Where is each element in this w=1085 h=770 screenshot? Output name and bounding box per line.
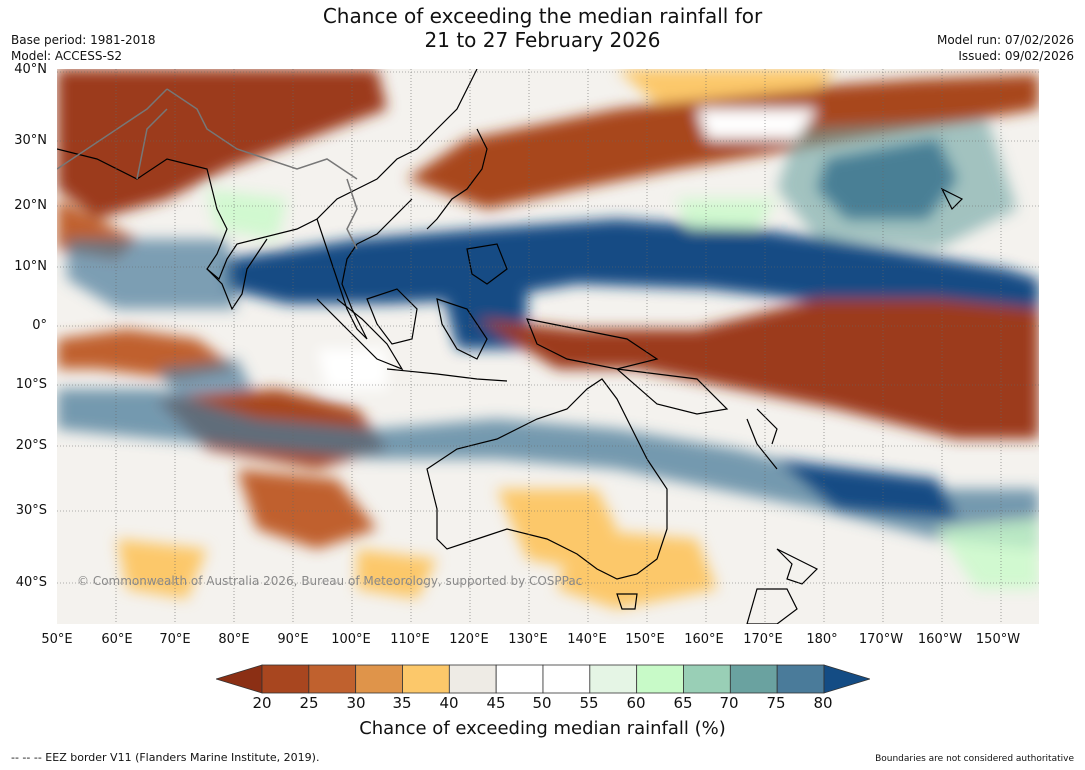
lat-label: 20°S — [15, 438, 47, 453]
lat-label: 0° — [32, 318, 47, 333]
colorbar-cell — [636, 664, 684, 694]
lat-label: 30°S — [15, 503, 47, 518]
colorbar-tick: 45 — [486, 694, 506, 712]
lon-label: 160°E — [684, 632, 724, 647]
lon-label: 100°E — [331, 632, 371, 647]
rainfall-map — [57, 69, 1039, 624]
map-title: Chance of exceeding the median rainfall … — [0, 4, 1085, 52]
colorbar-tick: 35 — [392, 694, 412, 712]
colorbar-cell — [589, 664, 638, 694]
lon-label: 140°E — [567, 632, 607, 647]
lat-label: 30°N — [14, 133, 47, 148]
base-period: Base period: 1981-2018 — [11, 33, 156, 47]
lon-label: 120°E — [449, 632, 489, 647]
eez-border-note: -- -- -- EEZ border V11 (Flanders Marine… — [11, 751, 320, 764]
title-line-2: 21 to 27 February 2026 — [424, 28, 661, 52]
model-name: Model: ACCESS-S2 — [11, 49, 123, 63]
lon-label: 150°W — [975, 632, 1021, 647]
issued-date: Issued: 09/02/2026 — [958, 49, 1074, 63]
lat-label: 20°N — [14, 198, 47, 213]
colorbar-cell — [776, 664, 825, 694]
lon-label: 170°E — [743, 632, 783, 647]
colorbar-cell — [261, 664, 310, 694]
lon-label: 170°W — [858, 632, 904, 647]
colorbar-tick: 40 — [439, 694, 459, 712]
model-info: Base period: 1981-2018 Model: ACCESS-S2 — [11, 32, 156, 64]
boundary-disclaimer: Boundaries are not considered authoritat… — [875, 754, 1074, 764]
probability-field — [57, 69, 1039, 609]
lon-label: 90°E — [277, 632, 309, 647]
colorbar-tick: 25 — [299, 694, 319, 712]
lat-label: 40°N — [14, 62, 47, 77]
colorbar — [216, 664, 870, 694]
colorbar-tick: 50 — [532, 694, 552, 712]
copyright-notice: © Commonwealth of Australia 2026, Bureau… — [77, 574, 583, 588]
run-info: Model run: 07/02/2026 Issued: 09/02/2026 — [937, 32, 1074, 64]
colorbar-cell — [355, 664, 403, 694]
colorbar-cell — [683, 664, 731, 694]
colorbar-tick: 70 — [719, 694, 739, 712]
lon-label: 150°E — [625, 632, 665, 647]
lon-label: 80°E — [218, 632, 250, 647]
graticule — [57, 69, 1039, 624]
colorbar-tick: 80 — [813, 694, 833, 712]
lon-label: 180° — [806, 632, 838, 647]
lon-label: 110°E — [390, 632, 430, 647]
colorbar-cell — [495, 664, 544, 694]
lat-label: 40°S — [15, 575, 47, 590]
lat-label: 10°N — [14, 259, 47, 274]
colorbar-cell — [729, 664, 778, 694]
model-run: Model run: 07/02/2026 — [936, 33, 1074, 47]
lon-label: 60°E — [101, 632, 133, 647]
colorbar-cell — [542, 664, 591, 694]
title-line-1: Chance of exceeding the median rainfall … — [322, 4, 763, 28]
colorbar-tick: 75 — [766, 694, 786, 712]
colorbar-tick: 20 — [252, 694, 272, 712]
lon-label: 50°E — [41, 632, 73, 647]
colorbar-extend-low — [216, 664, 263, 694]
colorbar-tick: 30 — [346, 694, 366, 712]
colorbar-extend-high — [823, 664, 870, 694]
lat-label: 10°S — [15, 377, 47, 392]
colorbar-tick: 65 — [673, 694, 693, 712]
coastlines — [57, 69, 964, 624]
lon-label: 160°W — [917, 632, 963, 647]
lon-label: 70°E — [159, 632, 191, 647]
colorbar-cell — [308, 664, 357, 694]
colorbar-tick: 55 — [579, 694, 599, 712]
colorbar-cell — [448, 664, 497, 694]
colorbar-cell — [402, 664, 450, 694]
colorbar-tick: 60 — [626, 694, 646, 712]
lon-label: 130°E — [508, 632, 548, 647]
colorbar-title: Chance of exceeding median rainfall (%) — [359, 718, 726, 739]
